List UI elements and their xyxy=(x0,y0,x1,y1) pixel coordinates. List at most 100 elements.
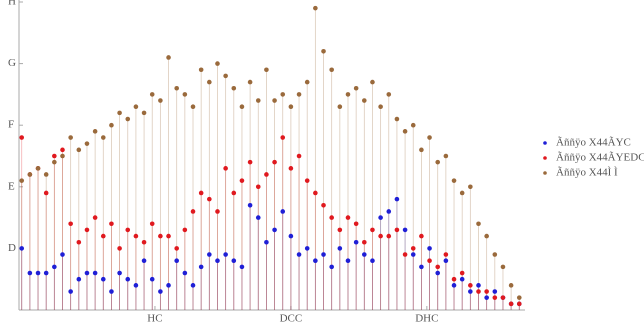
point xyxy=(468,283,473,288)
point xyxy=(427,135,432,140)
point xyxy=(19,135,25,140)
point xyxy=(386,233,392,239)
point xyxy=(272,98,277,103)
point xyxy=(247,159,253,165)
y-tick-label: D xyxy=(8,242,16,254)
x-tick-label: DHC xyxy=(415,313,438,323)
point xyxy=(492,252,498,257)
point xyxy=(247,202,253,208)
point xyxy=(35,270,41,276)
point xyxy=(394,116,400,122)
point xyxy=(239,178,245,183)
point xyxy=(76,147,82,153)
point xyxy=(362,98,367,103)
point xyxy=(272,159,277,165)
point xyxy=(117,270,122,276)
point xyxy=(443,252,449,257)
point xyxy=(353,239,359,245)
point xyxy=(410,122,416,128)
point xyxy=(370,79,375,85)
point xyxy=(484,233,489,239)
point xyxy=(190,104,196,110)
point xyxy=(19,246,25,251)
point xyxy=(378,215,383,220)
point xyxy=(419,233,424,239)
point xyxy=(158,289,163,294)
point xyxy=(435,270,441,276)
y-tick-label: H xyxy=(8,0,16,8)
legend-label: Ãññÿo X44ÃYEDCC xyxy=(556,152,644,164)
point xyxy=(264,172,269,177)
point xyxy=(353,221,359,227)
point xyxy=(166,233,171,239)
point xyxy=(459,190,465,196)
point xyxy=(166,55,171,60)
point xyxy=(60,147,65,153)
point xyxy=(125,227,131,233)
point xyxy=(435,264,441,270)
legend-marker xyxy=(543,156,547,160)
point xyxy=(133,104,139,110)
point xyxy=(117,246,122,251)
point xyxy=(223,252,228,257)
point xyxy=(231,85,237,91)
point xyxy=(174,258,179,264)
point xyxy=(190,283,196,288)
point xyxy=(182,227,188,233)
point xyxy=(174,246,179,251)
point xyxy=(149,221,155,227)
point xyxy=(313,258,318,264)
point xyxy=(141,258,147,264)
point xyxy=(52,264,57,270)
point xyxy=(516,301,522,307)
point xyxy=(207,79,212,85)
point xyxy=(43,270,49,276)
point xyxy=(174,85,179,91)
point xyxy=(35,166,41,171)
point xyxy=(68,221,73,227)
point xyxy=(288,166,294,171)
point xyxy=(484,295,489,300)
point xyxy=(337,246,343,251)
point xyxy=(255,98,261,103)
point xyxy=(370,227,375,233)
point xyxy=(402,252,408,257)
point xyxy=(84,227,90,233)
point xyxy=(419,264,424,270)
point xyxy=(476,221,481,227)
point xyxy=(247,79,253,85)
point xyxy=(468,289,473,294)
x-tick-label: DCC xyxy=(280,313,303,323)
legend-marker xyxy=(543,171,547,175)
point xyxy=(500,295,506,300)
point xyxy=(141,110,147,116)
point xyxy=(362,252,367,257)
point xyxy=(239,104,245,110)
point xyxy=(158,233,163,239)
point xyxy=(68,135,73,140)
point xyxy=(386,209,392,214)
point xyxy=(215,61,220,66)
point xyxy=(100,135,106,140)
point xyxy=(476,283,481,288)
point xyxy=(345,258,351,264)
point xyxy=(296,252,302,257)
point xyxy=(304,246,310,251)
point xyxy=(484,289,489,294)
point xyxy=(280,135,286,140)
point xyxy=(125,116,131,122)
point xyxy=(288,233,294,239)
point xyxy=(190,209,196,214)
point xyxy=(92,215,98,220)
point xyxy=(313,190,318,196)
point xyxy=(223,166,228,171)
point xyxy=(337,227,343,233)
point xyxy=(321,252,326,257)
legend-label: Ãññÿo X44ÃYC xyxy=(556,137,631,149)
point xyxy=(508,301,514,307)
point xyxy=(394,227,400,233)
point xyxy=(337,104,343,110)
point xyxy=(427,246,432,251)
point xyxy=(394,196,400,202)
point xyxy=(459,270,465,276)
